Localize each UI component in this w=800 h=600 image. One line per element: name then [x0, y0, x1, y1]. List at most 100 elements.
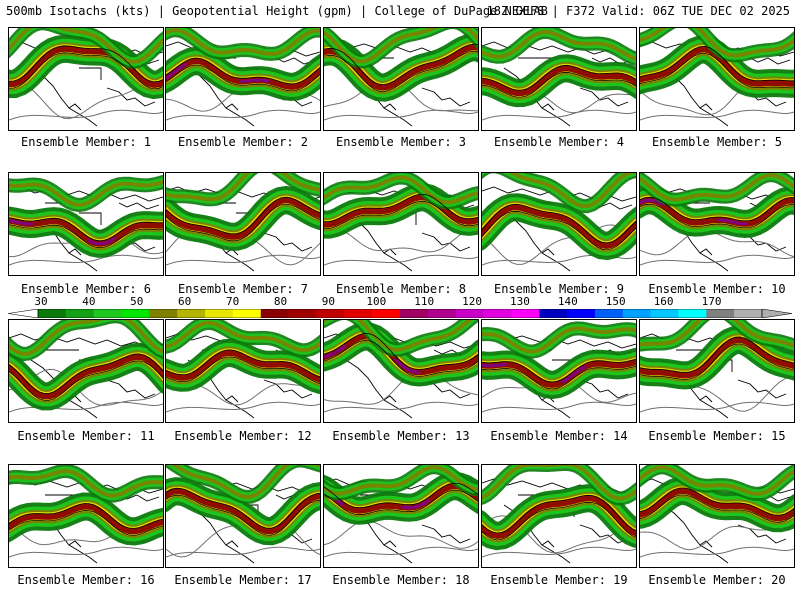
- isotach-band: [324, 28, 478, 64]
- colorbar-tick-label: 80: [273, 295, 288, 308]
- colorbar-swatch: [372, 309, 401, 318]
- colorbar-tick-label: 70: [225, 295, 240, 308]
- colorbar-swatch: [205, 309, 234, 318]
- ensemble-member-caption: Ensemble Member: 1: [20, 135, 152, 149]
- ensemble-member-caption: Ensemble Member: 10: [648, 282, 786, 296]
- jet-core: [640, 198, 794, 226]
- colorbar-arrow-right: [761, 309, 792, 318]
- ensemble-member-caption: Ensemble Member: 20: [648, 573, 786, 587]
- height-contour-line: [324, 43, 478, 93]
- colorbar-tick-label: 90: [321, 295, 335, 308]
- ensemble-member-caption: Ensemble Member: 14: [490, 429, 628, 443]
- ensemble-member-caption: Ensemble Member: 19: [490, 573, 628, 587]
- colorbar-swatch: [260, 309, 289, 318]
- colorbar-swatch: [344, 309, 373, 318]
- height-contour-line: [9, 45, 163, 90]
- isotach-band: [482, 65, 636, 97]
- colorbar-tick-label: 30: [34, 295, 48, 308]
- isotach-band: [482, 495, 636, 540]
- map-canvas: [640, 465, 794, 564]
- ensemble-member-caption: Ensemble Member: 8: [335, 282, 467, 296]
- colorbar-swatch: [65, 309, 94, 318]
- jet-core: [324, 334, 478, 374]
- colorbar-swatch: [567, 309, 596, 318]
- colorbar-swatch: [38, 309, 67, 318]
- jet-core: [482, 360, 636, 387]
- colorbar-swatch: [539, 309, 568, 318]
- isotach-band: [482, 465, 636, 501]
- map-canvas: [482, 173, 636, 272]
- height-contour-line: [166, 196, 320, 242]
- map-canvas: [166, 465, 320, 564]
- ensemble-member-caption: Ensemble Member: 9: [493, 282, 625, 296]
- ensemble-member-map: [639, 319, 795, 423]
- colorbar-swatch: [734, 309, 763, 318]
- coastline-outline: [482, 41, 636, 127]
- colorbar-tick-label: 130: [510, 295, 530, 308]
- isotach-band: [9, 28, 163, 64]
- colorbar-swatch: [706, 309, 735, 318]
- height-contour-line: [640, 196, 794, 229]
- ensemble-member-caption: Ensemble Member: 12: [174, 429, 312, 443]
- colorbar-swatch: [455, 309, 484, 318]
- ensemble-member-map: [8, 172, 164, 276]
- ensemble-member-caption: Ensemble Member: 17: [174, 573, 312, 587]
- ensemble-member-caption: Ensemble Member: 13: [332, 429, 470, 443]
- colorbar-swatch: [427, 309, 456, 318]
- isotach-band: [166, 488, 320, 535]
- colorbar-swatch: [232, 309, 262, 318]
- height-contour-line: [640, 45, 794, 89]
- colorbar-swatch: [316, 309, 345, 318]
- isotach-band: [9, 503, 163, 535]
- height-contour-line: [166, 57, 320, 92]
- map-canvas: [482, 321, 636, 419]
- isotach-band: [9, 180, 163, 208]
- map-canvas: [482, 28, 636, 127]
- height-contour-line: [482, 64, 636, 98]
- map-canvas: [9, 174, 163, 272]
- colorbar-swatch: [121, 309, 150, 318]
- colorbar-tick-label: 150: [605, 295, 626, 308]
- isotach-band: [508, 173, 636, 209]
- height-contour-line: [482, 358, 636, 390]
- ensemble-member-caption: Ensemble Member: 2: [177, 135, 309, 149]
- colorbar-swatch: [288, 309, 317, 318]
- height-contour: [324, 520, 478, 558]
- ensemble-member-caption: Ensemble Member: 3: [335, 135, 467, 149]
- colorbar-swatch: [483, 309, 512, 318]
- isotach-band: [324, 465, 478, 496]
- isotach-band: [324, 194, 478, 228]
- height-contour-line: [324, 482, 478, 516]
- colorbar-swatch: [93, 309, 122, 318]
- map-canvas: [324, 28, 478, 127]
- map-canvas: [324, 173, 478, 272]
- model-run-info: 18Z GEFS | F372 Valid: 06Z TUE DEC 02 20…: [486, 4, 790, 18]
- height-contour-line: [482, 494, 636, 541]
- isotach-band: [482, 204, 636, 249]
- height-contour-line: [9, 503, 163, 536]
- ensemble-member-caption: Ensemble Member: 5: [651, 135, 783, 149]
- colorbar-arrow-left: [8, 309, 39, 318]
- ensemble-member-caption: Ensemble Member: 18: [332, 573, 470, 587]
- colorbar-tick-label: 160: [653, 295, 674, 308]
- colorbar-swatch: [400, 309, 429, 318]
- isotach-band: [166, 321, 320, 353]
- isotach-band: [166, 28, 320, 56]
- height-contour-line: [640, 487, 794, 523]
- height-contour-line: [324, 332, 478, 377]
- isotach-band: [171, 465, 320, 500]
- isotach-band: [640, 173, 794, 202]
- map-canvas: [324, 320, 478, 419]
- height-contour-line: [166, 349, 320, 385]
- isotach-band: [640, 488, 794, 522]
- ensemble-member-map: [481, 172, 637, 276]
- colorbar-swatch: [594, 309, 624, 318]
- ensemble-member-map: [639, 27, 795, 131]
- ensemble-member-map: [639, 464, 795, 568]
- colorbar-tick-label: 140: [557, 295, 578, 308]
- colorbar-tick-label: 50: [130, 295, 144, 308]
- isotach-band: [166, 173, 320, 202]
- ensemble-member-caption: Ensemble Member: 11: [17, 429, 155, 443]
- colorbar-tick-label: 40: [82, 295, 96, 308]
- colorbar-swatch: [177, 309, 206, 318]
